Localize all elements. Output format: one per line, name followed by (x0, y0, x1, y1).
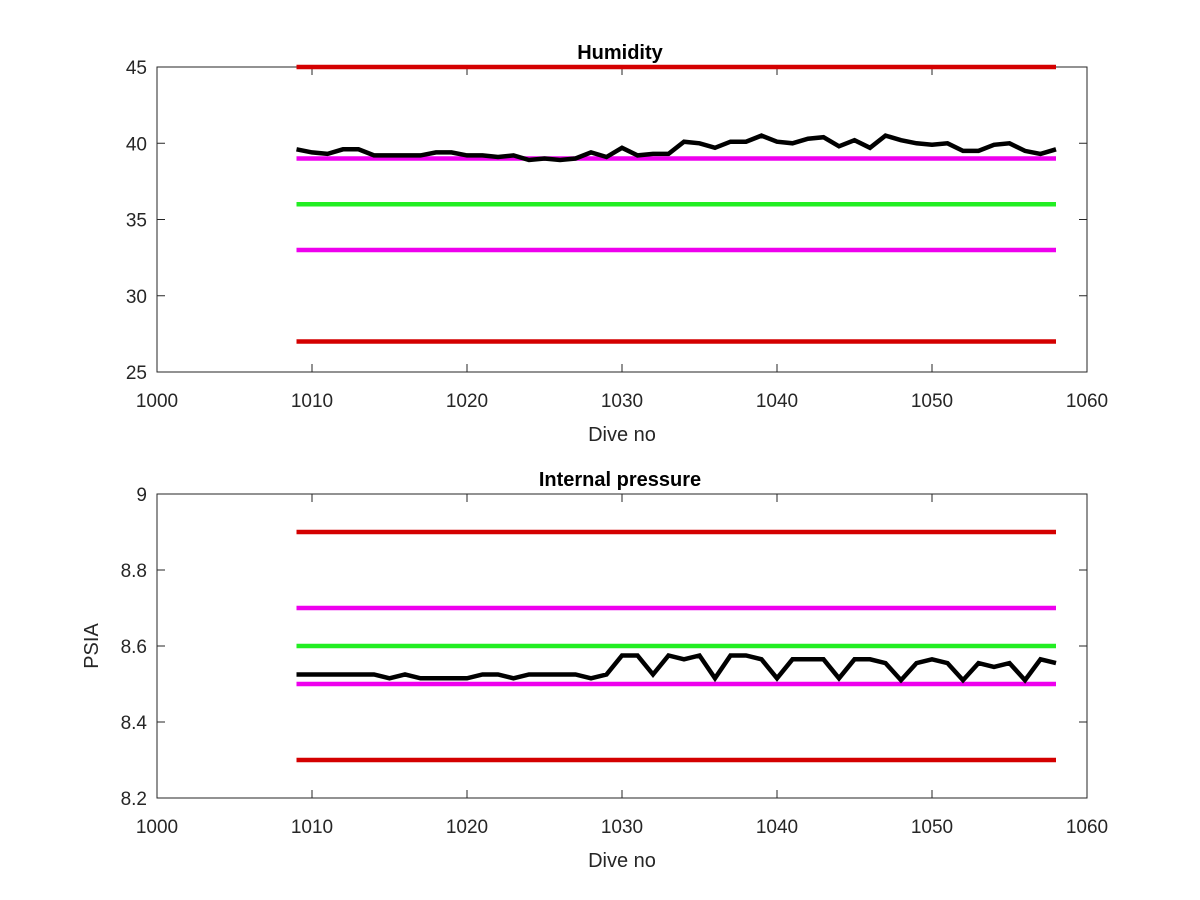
chart-title: Humidity (577, 42, 663, 64)
y-tick-label: 35 (126, 211, 147, 232)
x-tick-label: 1030 (601, 391, 643, 412)
x-tick-label: 1000 (136, 391, 178, 412)
x-tick-label: 1050 (911, 817, 953, 838)
y-tick-label: 8.8 (121, 561, 147, 582)
x-tick-label: 1020 (446, 817, 488, 838)
x-axis-label: Dive no (588, 424, 656, 446)
series-line (296, 133, 1057, 163)
y-tick-label: 40 (126, 134, 147, 155)
x-tick-label: 1050 (911, 391, 953, 412)
humidity-panel: 1000 1010 1020 1030 1040 1050 1060 25 30 35 40 45 Hu… (126, 42, 1108, 446)
y-tick-label: 25 (126, 363, 147, 384)
plot-area (156, 66, 1088, 373)
x-tick-label: 1040 (756, 817, 798, 838)
x-tick-label: 1060 (1066, 391, 1108, 412)
x-tick-label: 1030 (601, 817, 643, 838)
x-tick-label: 1060 (1066, 817, 1108, 838)
y-tick-label: 45 (126, 58, 147, 79)
x-tick-label: 1010 (291, 817, 333, 838)
x-tick-label: 1000 (136, 817, 178, 838)
x-tick-label: 1020 (446, 391, 488, 412)
chart-title: Internal pressure (539, 469, 701, 491)
y-axis-label: PSIA (81, 623, 103, 669)
series-line (296, 652, 1057, 684)
y-tick-label: 9 (136, 485, 147, 506)
x-axis-label: Dive no (588, 850, 656, 872)
y-tick-label: 8.2 (121, 789, 147, 810)
x-tick-label: 1010 (291, 391, 333, 412)
y-tick-label: 8.4 (121, 713, 148, 734)
y-tick-label: 30 (126, 287, 147, 308)
x-tick-label: 1040 (756, 391, 798, 412)
internal-pressure-panel: 1000 1010 1020 1030 1040 1050 1060 8.2 8.4 8.6 8.8… (81, 469, 1108, 872)
y-tick-label: 8.6 (121, 637, 147, 658)
